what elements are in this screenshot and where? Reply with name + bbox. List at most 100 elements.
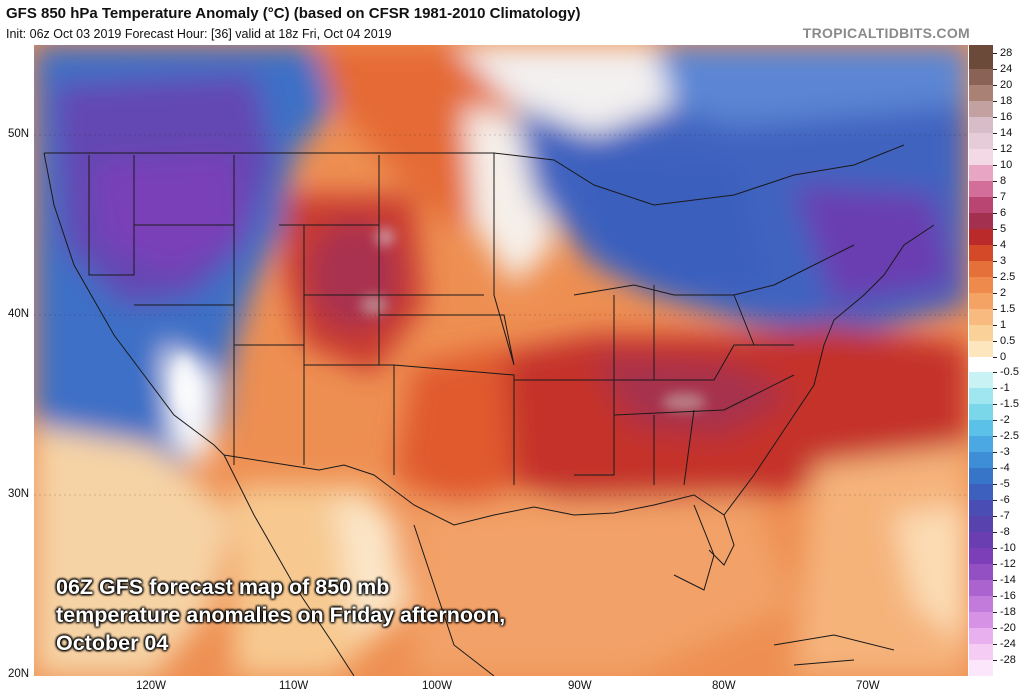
- colorbar-tick: [993, 612, 997, 614]
- colorbar-swatch: [969, 596, 993, 613]
- political-boundaries: [43, 144, 935, 676]
- colorbar-tick-label: 2: [1000, 286, 1007, 299]
- colorbar-swatch: [969, 228, 993, 246]
- colorbar-tick-label: 2.5: [1000, 270, 1016, 283]
- colorbar-swatch: [969, 52, 993, 70]
- colorbar-tick-label: 18: [1000, 94, 1013, 107]
- colorbar-tick: [993, 564, 997, 566]
- colorbar-tick-label: 0.5: [1000, 334, 1016, 347]
- colorbar-tick-label: 8: [1000, 174, 1007, 187]
- colorbar-swatch: [969, 276, 993, 294]
- lon-label-110w: 110W: [279, 680, 309, 692]
- colorbar-tick-label: 5: [1000, 222, 1007, 235]
- colorbar-tick: [993, 372, 997, 374]
- colorbar-tick: [993, 68, 997, 70]
- colorbar-cap: [969, 45, 993, 53]
- colorbar-tick: [993, 276, 997, 278]
- colorbar-swatch: [969, 116, 993, 134]
- colorbar-tick-label: -5: [1000, 478, 1010, 491]
- colorbar-tick: [993, 436, 997, 438]
- colorbar-tick-label: -24: [1000, 638, 1016, 651]
- colorbar-tick-label: -16: [1000, 590, 1016, 603]
- colorbar-swatch: [969, 308, 993, 326]
- colorbar-tick-label: -14: [1000, 574, 1016, 587]
- colorbar-swatch: [969, 100, 993, 118]
- lon-label-100w: 100W: [422, 680, 453, 692]
- colorbar-swatch: [969, 468, 993, 485]
- colorbar-swatch: [969, 356, 993, 373]
- colorbar-tick: [993, 532, 997, 534]
- colorbar-tick: [993, 484, 997, 486]
- colorbar-tick-label: -1: [1000, 382, 1010, 395]
- colorbar-swatch: [969, 196, 993, 214]
- colorbar-tick: [993, 356, 997, 358]
- colorbar-tick: [993, 324, 997, 326]
- colorbar-tick: [993, 580, 997, 582]
- colorbar-tick-label: 4: [1000, 238, 1007, 251]
- colorbar-swatch: [969, 404, 993, 421]
- colorbar-tick-label: -20: [1000, 622, 1016, 635]
- colorbar-swatch: [969, 612, 993, 629]
- lon-label-90w: 90W: [568, 680, 592, 692]
- colorbar-tick-label: -1.5: [1000, 398, 1019, 411]
- colorbar-tick-label: 3: [1000, 254, 1007, 267]
- colorbar-swatch: [969, 388, 993, 405]
- lat-label-40n: 40N: [8, 308, 30, 320]
- brand-watermark: TROPICALTIDBITS.COM: [802, 25, 970, 41]
- colorbar-tick-label: -12: [1000, 558, 1016, 571]
- colorbar-swatch: [969, 292, 993, 310]
- colorbar-swatch: [969, 420, 993, 437]
- colorbar-swatch: [969, 516, 993, 533]
- lon-label-80w: 80W: [712, 680, 736, 692]
- colorbar-tick-label: -0.5: [1000, 366, 1019, 379]
- colorbar-tick-label: -28: [1000, 654, 1016, 667]
- colorbar-tick: [993, 84, 997, 86]
- colorbar-tick: [993, 660, 997, 662]
- colorbar-swatch: [969, 212, 993, 230]
- colorbar-tick: [993, 596, 997, 598]
- colorbar-tick-label: 20: [1000, 78, 1013, 91]
- map-title: GFS 850 hPa Temperature Anomaly (°C) (ba…: [6, 5, 581, 22]
- colorbar-tick-label: 28: [1000, 46, 1013, 59]
- colorbar-tick-label: 1.5: [1000, 302, 1016, 315]
- colorbar-tick: [993, 516, 997, 518]
- map-subtitle: Init: 06z Oct 03 2019 Forecast Hour: [36…: [6, 27, 392, 41]
- colorbar-swatch: [969, 500, 993, 517]
- lat-label-30n: 30N: [8, 488, 30, 500]
- colorbar-tick-label: -7: [1000, 510, 1010, 523]
- colorbar-swatch: [969, 84, 993, 102]
- colorbar-swatch: [969, 452, 993, 469]
- colorbar-tick: [993, 148, 997, 150]
- colorbar-swatch: [969, 148, 993, 166]
- colorbar-tick: [993, 404, 997, 406]
- lat-label-50n: 50N: [8, 128, 30, 140]
- colorbar-swatch: [969, 164, 993, 182]
- colorbar: [969, 45, 993, 677]
- lon-label-70w: 70W: [856, 680, 880, 692]
- colorbar-tick: [993, 628, 997, 630]
- colorbar-tick-label: -3: [1000, 446, 1010, 459]
- colorbar-tick-label: 14: [1000, 126, 1013, 139]
- map-caption: 06Z GFS forecast map of 850 mb temperatu…: [56, 575, 506, 655]
- colorbar-tick: [993, 164, 997, 166]
- colorbar-tick-label: -18: [1000, 606, 1016, 619]
- colorbar-swatch: [969, 372, 993, 389]
- colorbar-tick-label: 12: [1000, 142, 1013, 155]
- colorbar-tick-label: 0: [1000, 350, 1007, 363]
- lon-label-120w: 120W: [136, 680, 167, 692]
- colorbar-swatch: [969, 484, 993, 501]
- colorbar-swatch: [969, 628, 993, 645]
- colorbar-tick-label: 16: [1000, 110, 1013, 123]
- colorbar-tick: [993, 100, 997, 102]
- colorbar-tick: [993, 644, 997, 646]
- colorbar-tick-label: 24: [1000, 62, 1013, 75]
- colorbar-tick: [993, 132, 997, 134]
- colorbar-tick: [993, 308, 997, 310]
- colorbar-tick: [993, 116, 997, 118]
- anomaly-map: 06Z GFS forecast map of 850 mb temperatu…: [34, 45, 968, 676]
- colorbar-tick: [993, 244, 997, 246]
- colorbar-tick: [993, 420, 997, 422]
- colorbar-tick: [993, 228, 997, 230]
- colorbar-swatch: [969, 644, 993, 661]
- colorbar-tick: [993, 52, 997, 54]
